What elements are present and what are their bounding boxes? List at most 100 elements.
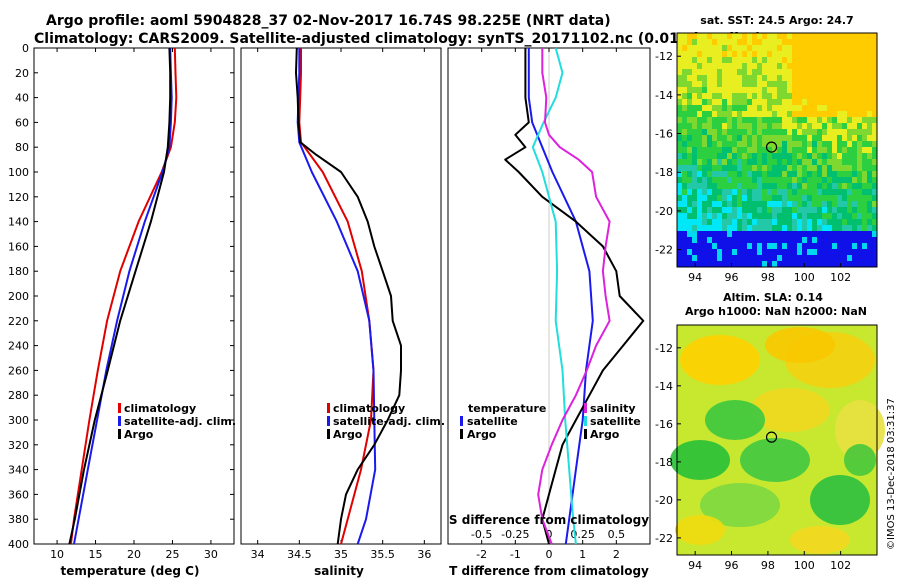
sst-cell <box>872 39 878 46</box>
depth-tick-label: 120 <box>8 191 29 204</box>
sst-cell <box>767 159 773 166</box>
sst-cell <box>817 123 823 130</box>
sst-cell <box>787 63 793 70</box>
sst-cell <box>867 123 873 130</box>
sst-cell <box>832 135 838 142</box>
sst-cell <box>862 231 868 238</box>
sst-cell <box>817 33 823 40</box>
sst-cell <box>777 111 783 118</box>
legend-satellite: satellite-adj. clim. <box>124 415 236 428</box>
sst-cell <box>827 153 833 160</box>
sst-cell <box>682 75 688 82</box>
sst-cell <box>847 33 853 40</box>
sst-cell <box>727 177 733 184</box>
sst-cell <box>742 87 748 94</box>
sst-cell <box>717 177 723 184</box>
sst-cell <box>837 183 843 190</box>
legend-temperature: temperature <box>468 402 546 415</box>
sst-cell <box>757 177 763 184</box>
sst-cell <box>792 135 798 142</box>
sst-cell <box>682 195 688 202</box>
sst-cell <box>677 33 683 40</box>
sst-cell <box>812 33 818 40</box>
sst-cell <box>722 135 728 142</box>
sst-cell <box>757 231 763 238</box>
sst-cell <box>742 261 748 268</box>
legend-swatch-argo <box>118 429 121 439</box>
sst-cell <box>687 57 693 64</box>
sst-cell <box>787 177 793 184</box>
sst-cell <box>827 255 833 262</box>
sst-cell <box>847 207 853 214</box>
sst-cell <box>747 171 753 178</box>
sst-cell <box>802 93 808 100</box>
sst-cell <box>757 225 763 232</box>
sst-cell <box>802 153 808 160</box>
sst-cell <box>807 153 813 160</box>
sst-cell <box>787 81 793 88</box>
sst-cell <box>697 117 703 124</box>
sst-cell <box>792 99 798 106</box>
sst-cell <box>872 231 878 238</box>
sst-cell <box>837 45 843 52</box>
sst-cell <box>822 195 828 202</box>
sst-cell <box>797 225 803 232</box>
sst-cell <box>717 123 723 130</box>
sst-cell <box>777 243 783 250</box>
sst-cell <box>777 165 783 172</box>
sst-cell <box>747 57 753 64</box>
sst-cell <box>802 99 808 106</box>
sst-cell <box>722 45 728 52</box>
sst-cell <box>802 81 808 88</box>
sst-cell <box>727 159 733 166</box>
sst-cell <box>742 69 748 76</box>
x-tick-label: 20 <box>127 548 141 561</box>
sst-cell <box>792 177 798 184</box>
sst-cell <box>807 255 813 262</box>
sst-cell <box>867 129 873 136</box>
sla-lon-tick-labels: 94 96 98 100 102 <box>688 551 851 572</box>
sst-cell <box>782 63 788 70</box>
sst-cell <box>862 117 868 124</box>
sst-cell <box>802 45 808 52</box>
sst-cell <box>737 171 743 178</box>
sst-cell <box>747 123 753 130</box>
sst-cell <box>752 255 758 262</box>
sst-cell <box>782 189 788 196</box>
sst-cell <box>792 93 798 100</box>
sst-cell <box>832 123 838 130</box>
sst-cell <box>697 165 703 172</box>
sst-cell <box>837 177 843 184</box>
sst-cell <box>847 63 853 70</box>
sst-cell <box>872 261 878 268</box>
sst-cell <box>832 207 838 214</box>
sst-cell <box>702 105 708 112</box>
sst-cell <box>822 189 828 196</box>
sst-cell <box>747 201 753 208</box>
sst-cell <box>782 33 788 40</box>
sst-cell <box>822 117 828 124</box>
sst-cell <box>822 135 828 142</box>
sst-cell <box>762 171 768 178</box>
sst-cell <box>722 213 728 220</box>
sst-cell <box>722 243 728 250</box>
lon-tick-label: 94 <box>688 271 702 284</box>
sst-cell <box>787 165 793 172</box>
sst-cell <box>717 75 723 82</box>
sst-cell <box>792 141 798 148</box>
sst-cell <box>792 63 798 70</box>
sst-cell <box>842 219 848 226</box>
sst-cell <box>762 219 768 226</box>
sst-cell <box>692 75 698 82</box>
sst-cell <box>707 75 713 82</box>
sst-cell <box>702 63 708 70</box>
sst-cell <box>757 255 763 262</box>
sst-cell <box>792 261 798 268</box>
sst-cell <box>772 249 778 256</box>
sst-cell <box>702 183 708 190</box>
series-argo <box>68 47 172 545</box>
sst-cell <box>712 135 718 142</box>
sst-cell <box>682 201 688 208</box>
sst-cell <box>727 117 733 124</box>
sst-cell <box>707 93 713 100</box>
